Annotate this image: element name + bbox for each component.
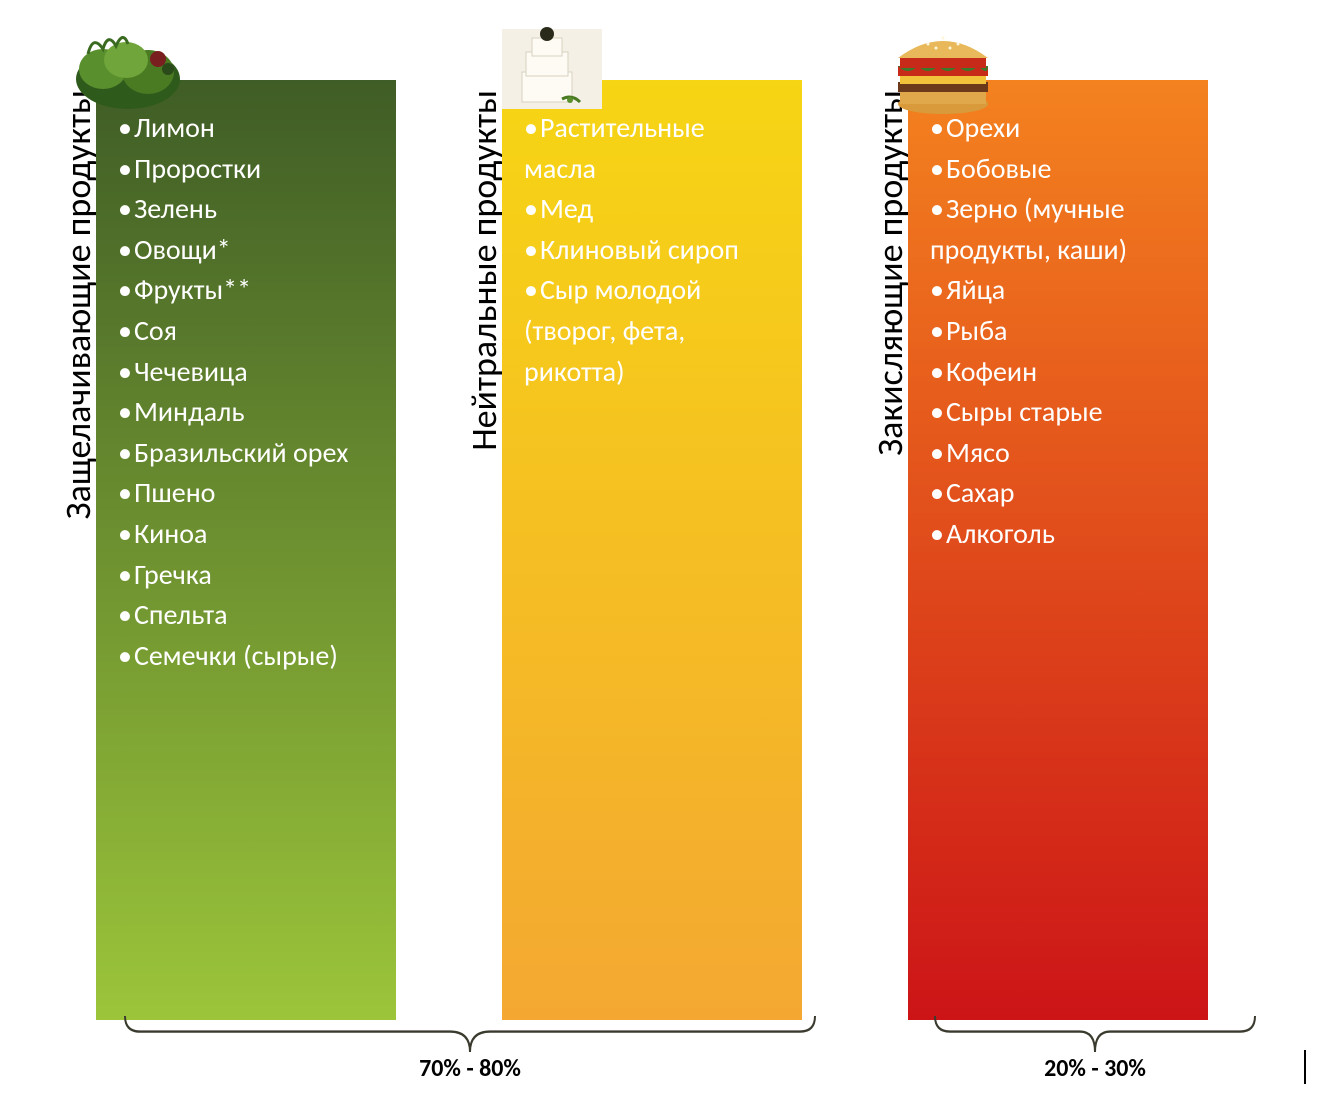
item-list-neutral: Растительные маслаМедКлиновый сиропСыр м… [524, 108, 780, 392]
list-item: Пшено [118, 473, 374, 514]
item-list-alkaline: ЛимонПроросткиЗеленьОвощи*Фрукты**СояЧеч… [118, 108, 374, 676]
list-item: Гречка [118, 555, 374, 596]
column-alkaline: Защелачивающие продукты ЛимонПроросткиЗе… [60, 20, 396, 1020]
greens-icon [68, 24, 188, 114]
list-item: Чечевица [118, 352, 374, 393]
list-item: Растительные масла [524, 108, 780, 189]
list-item: Бобовые [930, 149, 1186, 190]
list-item: Овощи* [118, 230, 374, 271]
list-item: Зелень [118, 189, 374, 230]
list-item: Киноа [118, 514, 374, 555]
bracket-label-left: 70% - 80% [400, 1054, 540, 1083]
column-label-alkaline: Защелачивающие продукты [60, 80, 96, 539]
panel-alkaline: ЛимонПроросткиЗеленьОвощи*Фрукты**СояЧеч… [96, 80, 396, 1020]
list-item: Фрукты** [118, 270, 374, 311]
list-item: Сыр молодой (творог, фета, рикотта) [524, 270, 780, 392]
list-item: Соя [118, 311, 374, 352]
cheese-icon [492, 24, 612, 114]
panel-acidic: ОрехиБобовыеЗерно (мучные продукты, каши… [908, 80, 1208, 1020]
column-neutral: Нейтральные продукты Растительные маслаМ… [466, 20, 802, 1020]
list-item: Кофеин [930, 352, 1186, 393]
list-item: Сахар [930, 473, 1186, 514]
list-item: Мясо [930, 433, 1186, 474]
list-item: Спельта [118, 595, 374, 636]
item-list-acidic: ОрехиБобовыеЗерно (мучные продукты, каши… [930, 108, 1186, 555]
list-item: Семечки (сырые) [118, 636, 374, 677]
list-item: Алкоголь [930, 514, 1186, 555]
list-item: Мед [524, 189, 780, 230]
column-label-neutral: Нейтральные продукты [466, 80, 502, 471]
burger-icon [888, 24, 998, 114]
list-item: Яйца [930, 270, 1186, 311]
list-item: Орехи [930, 108, 1186, 149]
list-item: Клиновый сироп [524, 230, 780, 271]
list-item: Проростки [118, 149, 374, 190]
list-item: Миндаль [118, 392, 374, 433]
text-cursor [1304, 1050, 1306, 1084]
list-item: Рыба [930, 311, 1186, 352]
panel-neutral: Растительные маслаМедКлиновый сиропСыр м… [502, 80, 802, 1020]
list-item: Лимон [118, 108, 374, 149]
bracket-label-right: 20% - 30% [1025, 1054, 1165, 1083]
infographic-container: Защелачивающие продукты ЛимонПроросткиЗе… [0, 0, 1330, 1020]
column-acidic: Закисляющие продукты [872, 20, 1208, 1020]
column-label-acidic: Закисляющие продукты [872, 80, 908, 476]
bracket-row: 70% - 80% 20% - 30% [60, 1010, 1290, 1100]
list-item: Сыры старые [930, 392, 1186, 433]
list-item: Бразильский орех [118, 433, 374, 474]
list-item: Зерно (мучные продукты, каши) [930, 189, 1186, 270]
